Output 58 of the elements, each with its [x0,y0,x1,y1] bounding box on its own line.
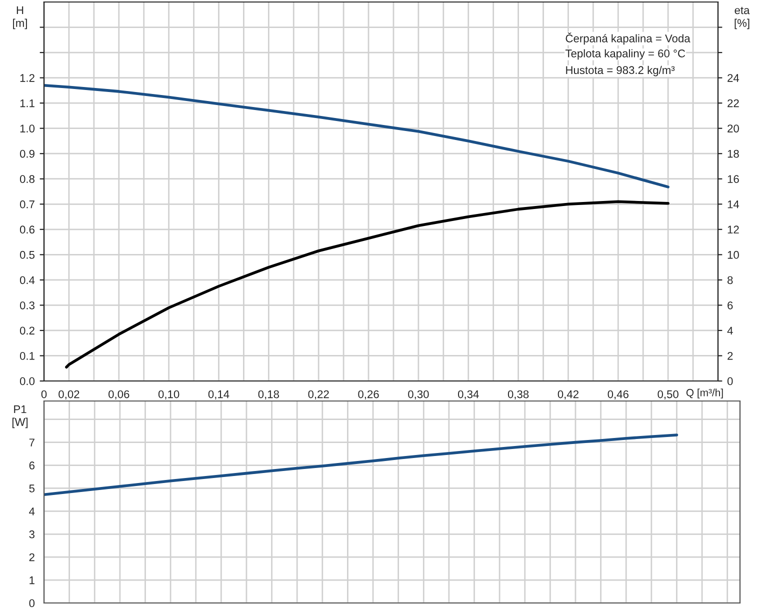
y2-tick-label: 10 [728,250,739,259]
x-tick-label: 0,02 [58,390,80,400]
x-tick-label: 0,50 [658,390,678,400]
y-tick-label: 1.0 [20,124,35,132]
y2-tick-label: 24 [728,74,740,82]
y2-tick-label: 2 [728,352,733,360]
y-tick-label: 0.2 [20,326,34,335]
x-tick-label: 0,18 [258,390,279,400]
y-tick-label: 0.6 [20,226,34,234]
y2-tick-label: 20 [728,124,739,132]
x-tick-label: 0,34 [458,390,479,400]
x-tick-label: 0,26 [358,390,379,400]
line-series [44,434,678,496]
annotation: Teplota kapaliny = 60 °C [565,49,686,60]
y2-tick-label: 4 [727,326,733,334]
y-tick-label: 1 [30,576,34,584]
x-tick-label: 0 [41,390,47,398]
x-tick-label: 0,38 [508,390,529,400]
x-tick-label: 0,06 [108,390,130,400]
x-tick-label: 0,10 [158,390,180,400]
y-tick-label: 0.0 [20,377,35,386]
y2-tick-label: 0 [727,377,733,386]
y-tick-label: 0.5 [20,250,35,259]
x-tick-label: 0,22 [308,390,329,400]
x-tick-label: 0,14 [208,390,230,400]
x-tick-label: 0,46 [608,390,628,400]
y-tick-label: 0.1 [20,352,34,360]
y-tick-label: 0.7 [20,200,34,208]
line-series [44,84,670,188]
y2-tick-label: 22 [728,99,739,108]
y-tick-label: 3 [29,530,34,538]
y2-tick-label: 18 [728,150,739,158]
y-axis-title: H [m] [13,6,27,30]
y2-tick-label: 12 [728,226,739,234]
y-tick-label: 5 [29,484,35,492]
annotation: Čerpaná kapalina = Voda [566,32,690,45]
y2-axis-title: eta [%] [734,6,750,30]
y-axis-title: P1 [W] [12,405,28,428]
y-tick-label: 0.4 [20,276,35,284]
y-tick-label: 1.1 [20,99,34,108]
y-tick-label: 1.2 [20,74,34,82]
y-tick-label: 4 [29,508,35,516]
x-tick-label: 0,42 [558,390,578,400]
y-tick-label: 0 [29,599,35,608]
y-tick-label: 0.9 [20,150,34,158]
y-tick-label: 6 [29,462,34,470]
annotation: Hustota = 983.2 kg/m³ [566,66,675,76]
y-tick-label: 7 [29,438,34,446]
x-tick-label: 0,30 [408,390,429,400]
y-tick-label: 0.8 [20,175,34,183]
x-axis-title: Q [m³/h] [686,388,723,398]
y-tick-label: 0.3 [20,301,34,310]
y2-tick-label: 8 [728,276,733,284]
y2-tick-label: 14 [728,200,740,208]
line-series [65,200,670,368]
y2-tick-label: 16 [728,175,739,183]
y-tick-label: 2 [29,553,34,562]
y2-tick-label: 6 [728,301,733,310]
